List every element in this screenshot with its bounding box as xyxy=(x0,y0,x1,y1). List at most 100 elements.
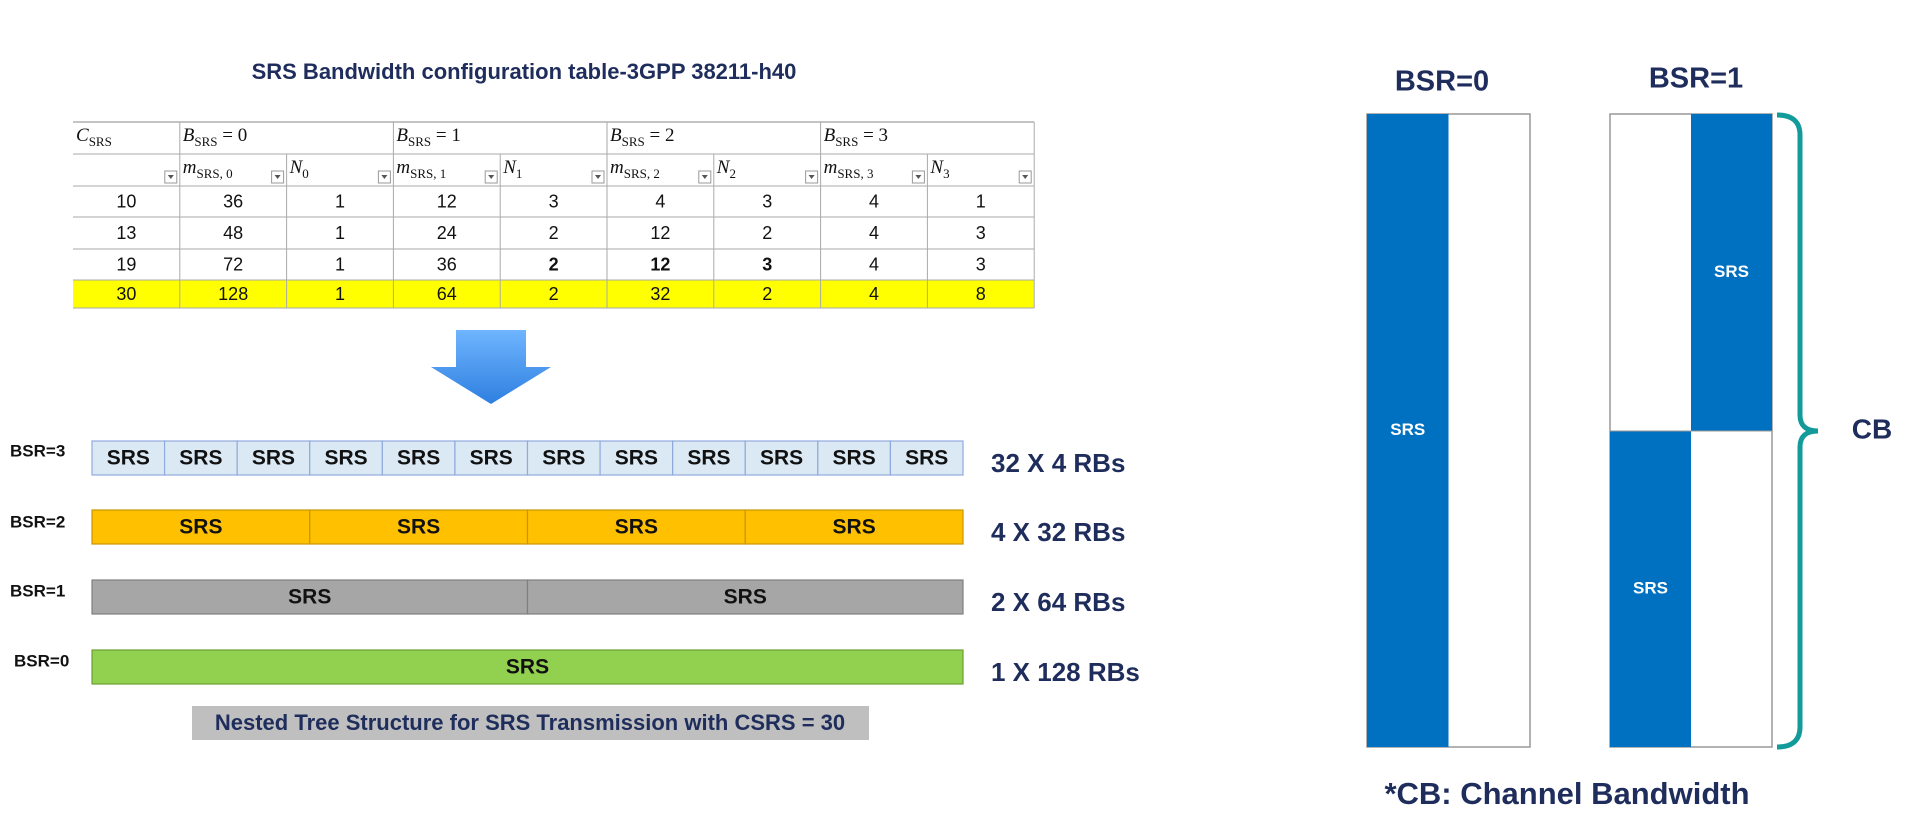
filter-arrow xyxy=(381,175,388,179)
level-label: BSR=0 xyxy=(14,651,69,670)
srs-block-label: SRS xyxy=(470,447,513,470)
footnote: *CB: Channel Bandwidth xyxy=(1384,776,1749,811)
level-size: 4 X 32 RBs xyxy=(991,517,1125,547)
table-cell: 36 xyxy=(437,254,457,274)
header-sub: 3 xyxy=(943,166,950,181)
table-cell: 4 xyxy=(869,223,879,243)
table-cell: 3 xyxy=(976,254,986,274)
level-size: 32 X 4 RBs xyxy=(991,448,1125,478)
header-text: CSRS xyxy=(76,125,112,149)
header-sub: SRS, 2 xyxy=(624,166,660,181)
srs-block-label: SRS xyxy=(288,586,331,609)
header-text: BSRS = 2 xyxy=(610,125,674,149)
srs-block-label: SRS xyxy=(833,516,876,539)
table-cell: 3 xyxy=(976,223,986,243)
srs-block-label: SRS xyxy=(542,447,585,470)
header-sub: SRS xyxy=(194,134,217,149)
table-cell: 4 xyxy=(869,254,879,274)
srs-block xyxy=(889,440,964,476)
table-cell: 3 xyxy=(762,254,772,274)
srs-block-label: SRS xyxy=(324,447,367,470)
header-suffix: = 0 xyxy=(218,125,248,146)
table-cell: 3 xyxy=(762,191,772,211)
srs-block-label: SRS xyxy=(615,447,658,470)
level-size: 2 X 64 RBs xyxy=(991,587,1125,617)
header-text: BSRS = 0 xyxy=(183,125,247,149)
tree-caption: Nested Tree Structure for SRS Transmissi… xyxy=(215,710,845,735)
header-sub: SRS xyxy=(89,134,112,149)
brace-label: CB xyxy=(1852,413,1892,444)
table-cell: 4 xyxy=(655,191,665,211)
table-cell: 1 xyxy=(335,191,345,211)
table-cell: 72 xyxy=(223,254,243,274)
table-cell: 1 xyxy=(976,191,986,211)
table-cell: 4 xyxy=(869,191,879,211)
header-symbol: B xyxy=(824,125,836,146)
header-text: mSRS, 1 xyxy=(396,157,446,181)
header-sub: SRS xyxy=(835,134,858,149)
header-sub: SRS, 3 xyxy=(837,166,873,181)
srs-block-label: SRS xyxy=(833,447,876,470)
filter-arrow xyxy=(701,175,708,179)
brace xyxy=(1776,112,1819,750)
config-table: CSRS BSRS = 0 BSRS = 1 BSRS = 2 BSRS = 3mSRS… xyxy=(73,121,1035,309)
header-suffix: = 2 xyxy=(645,125,675,146)
srs-block xyxy=(91,579,529,615)
table-cell: 12 xyxy=(650,254,670,274)
nested-tree: BSR=3 SRS SRS SRS SRS SRS SRS SRS SRS SRS SRS SRS SR… xyxy=(10,440,1140,687)
header-text: N1 xyxy=(502,157,522,181)
header-sub: SRS, 1 xyxy=(410,166,446,181)
srs-block xyxy=(744,509,964,545)
level-label: BSR=3 xyxy=(10,441,65,460)
srs-block-label: SRS xyxy=(179,447,222,470)
table-cell: 128 xyxy=(218,284,248,304)
filter-arrow xyxy=(167,175,174,179)
srs-block-label: SRS xyxy=(760,447,803,470)
srs-block xyxy=(309,509,529,545)
srs-block-label: SRS xyxy=(506,656,549,679)
table-cell: 10 xyxy=(116,191,136,211)
table-cell: 32 xyxy=(650,284,670,304)
header-symbol: N xyxy=(929,157,944,178)
caption-bg xyxy=(192,706,869,740)
srs-block-label: SRS xyxy=(905,447,948,470)
table-cell: 13 xyxy=(116,223,136,243)
table-cell: 1 xyxy=(335,254,345,274)
table-cell: 8 xyxy=(976,284,986,304)
column-label: BSR=0 xyxy=(1395,66,1489,98)
table-cell: 30 xyxy=(116,284,136,304)
filter-arrow xyxy=(1022,175,1029,179)
srs-block xyxy=(381,440,456,476)
srs-block xyxy=(672,440,746,476)
srs-block xyxy=(526,509,746,545)
srs-block-label: SRS xyxy=(615,516,658,539)
filter-arrow xyxy=(488,175,495,179)
header-symbol: N xyxy=(716,157,731,178)
bandwidth-comparison: BSR=0 SRS BSR=1 SRS SRS xyxy=(1366,63,1773,748)
header-sub: SRS xyxy=(408,134,431,149)
header-sub: SRS xyxy=(622,134,645,149)
table-cell: 2 xyxy=(549,223,559,243)
header-sub: SRS, 0 xyxy=(197,166,233,181)
srs-block xyxy=(526,440,601,476)
srs-block-label: SRS xyxy=(107,447,150,470)
header-text: N3 xyxy=(929,157,949,181)
srs-block xyxy=(163,440,238,476)
level-label: BSR=1 xyxy=(10,581,65,600)
level-label: BSR=2 xyxy=(10,512,65,531)
table-cell: 2 xyxy=(762,223,772,243)
table-cell: 64 xyxy=(437,284,457,304)
srs-block-label: SRS xyxy=(397,447,440,470)
header-suffix: = 3 xyxy=(858,125,888,146)
level-size: 1 X 128 RBs xyxy=(991,657,1140,687)
table-cell: 1 xyxy=(335,284,345,304)
srs-region-label: SRS xyxy=(1714,262,1749,281)
header-symbol: N xyxy=(289,157,304,178)
header-text: mSRS, 2 xyxy=(610,157,660,181)
header-suffix: = 1 xyxy=(431,125,461,146)
table-cell: 4 xyxy=(869,284,879,304)
srs-block xyxy=(91,509,311,545)
header-sub: 2 xyxy=(729,166,736,181)
